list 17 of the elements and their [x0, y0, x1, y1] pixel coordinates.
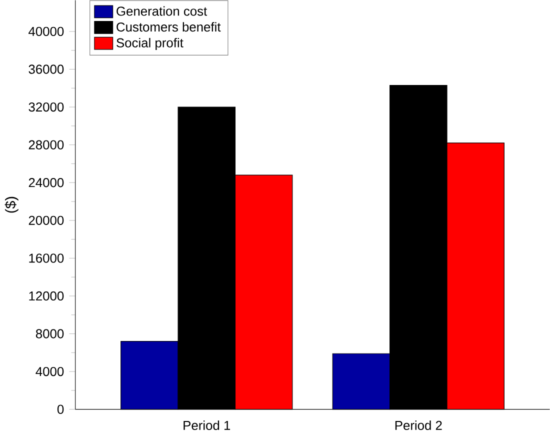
y-tick-label: 32000: [28, 102, 64, 112]
y-tick-label: 16000: [29, 254, 64, 263]
y-tick-label: 0: [57, 404, 64, 414]
legend-label: Customers benefit: [116, 22, 221, 32]
y-tick-label: 12000: [29, 291, 64, 301]
legend-label: Generation cost: [116, 6, 208, 16]
y-tick-label: 36000: [28, 64, 64, 74]
y-tick-label: 4000: [36, 367, 64, 376]
y-tick-label: 24000: [28, 178, 64, 188]
y-tick-label: 8000: [36, 329, 64, 338]
y-tick-label: 20000: [28, 216, 64, 226]
y-tick-label: 40000: [28, 26, 64, 36]
legend-label: Social profit: [116, 38, 184, 50]
y-axis-title: ($): [4, 197, 18, 213]
y-tick-label: 28000: [28, 140, 64, 150]
x-tick-label: Period 2: [395, 420, 442, 430]
x-tick-label: Period 1: [184, 420, 230, 430]
